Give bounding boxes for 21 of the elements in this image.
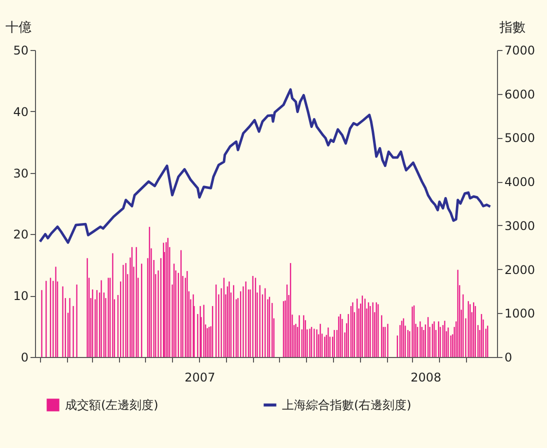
- y-tick-label: 20: [13, 228, 28, 242]
- x-tick-label: 2007: [184, 370, 216, 384]
- y-tick-label: 40: [13, 104, 28, 119]
- y2-tick-label: 5000: [504, 131, 536, 146]
- y-axis-title: 十億: [6, 20, 32, 36]
- y2-tick-label: 4000: [504, 175, 536, 190]
- y-tick-label: 10: [13, 289, 28, 304]
- y2-tick-label: 0: [504, 350, 512, 364]
- y-tick-label: 50: [13, 44, 28, 58]
- line-series: [38, 88, 492, 244]
- y2-tick-label: 1000: [504, 306, 536, 321]
- y2-tick-label: 7000: [504, 44, 536, 58]
- y-tick-label: 0: [20, 350, 28, 364]
- y2-tick-label: 2000: [504, 262, 536, 277]
- y2-tick-label: 6000: [504, 87, 536, 102]
- y-tick-label: 30: [13, 166, 28, 180]
- y2-axis-title: 指數: [498, 20, 526, 36]
- legend-label: 上海綜合指數(右邊刻度): [282, 398, 412, 412]
- legend-label: 成交額(左邊刻度): [65, 398, 158, 412]
- y2-tick-label: 3000: [504, 218, 536, 233]
- x-tick-label: 2008: [410, 370, 442, 384]
